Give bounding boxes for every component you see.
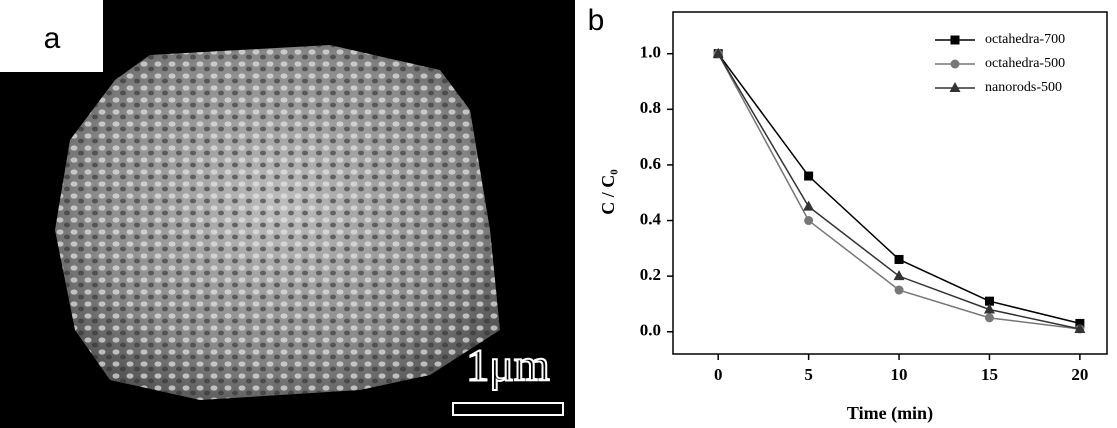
- y-tick-label: 0.8: [640, 98, 661, 117]
- marker: [950, 35, 960, 45]
- scale-bar: [452, 402, 564, 416]
- sem-image: a 1μm: [0, 0, 575, 428]
- legend-label: octahedra-700: [985, 32, 1065, 47]
- plot-frame: [672, 11, 1108, 355]
- marker: [984, 313, 994, 323]
- scale-bar-label: 1μm: [466, 340, 550, 391]
- marker: [983, 303, 995, 314]
- marker: [950, 59, 960, 69]
- y-tick-label: 0.2: [640, 265, 661, 284]
- legend-label: octahedra-500: [985, 56, 1065, 71]
- y-axis-title: C / C₀: [598, 169, 618, 214]
- x-tick-label: 0: [714, 365, 723, 384]
- y-tick-label: 0.4: [640, 209, 662, 228]
- marker: [894, 254, 904, 264]
- marker: [984, 296, 994, 306]
- marker: [894, 285, 904, 295]
- x-tick-label: 20: [1071, 365, 1088, 384]
- particle-texture: [55, 45, 500, 400]
- x-tick-label: 5: [804, 365, 813, 384]
- marker: [804, 171, 814, 181]
- marker: [893, 270, 905, 281]
- panel-label: b: [588, 4, 605, 37]
- marker: [803, 200, 815, 211]
- x-tick-label: 10: [891, 365, 908, 384]
- x-tick-label: 15: [981, 365, 998, 384]
- y-tick-label: 1.0: [640, 43, 661, 62]
- y-tick-label: 0.6: [640, 154, 661, 173]
- x-axis-title: Time (min): [847, 403, 933, 424]
- marker: [804, 216, 814, 226]
- y-tick-label: 0.0: [640, 321, 661, 340]
- panel-label-box: [0, 0, 103, 72]
- marker: [949, 82, 961, 92]
- marker: [1074, 322, 1086, 333]
- panel-label: a: [44, 22, 61, 55]
- legend-label: nanorods-500: [985, 80, 1062, 95]
- marker: [712, 47, 724, 58]
